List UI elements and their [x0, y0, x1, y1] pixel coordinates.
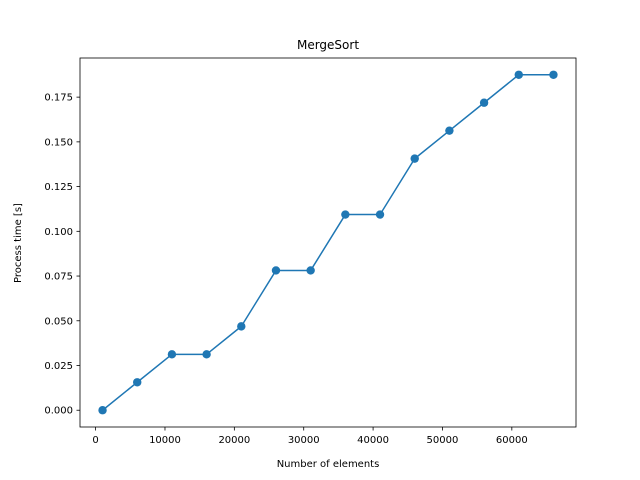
- data-point: [237, 322, 246, 331]
- y-tick-label: 0.175: [44, 93, 73, 104]
- y-tick-label: 0.050: [44, 316, 73, 327]
- data-point: [341, 210, 350, 219]
- data-point: [167, 350, 177, 359]
- y-tick-label: 0.100: [44, 227, 73, 238]
- x-tick-label: 40000: [357, 435, 389, 446]
- y-tick-label: 0.150: [44, 137, 73, 148]
- data-point: [514, 70, 523, 79]
- x-tick-label: 10000: [149, 435, 181, 446]
- data-point: [445, 126, 454, 135]
- data-point: [410, 154, 419, 163]
- x-tick-label: 20000: [218, 435, 250, 446]
- series-line: [102, 74, 554, 411]
- x-tick-label: 30000: [288, 435, 320, 446]
- plot-area: [79, 57, 577, 428]
- y-axis-label: Process time [s]: [13, 203, 24, 283]
- x-axis-label: Number of elements: [277, 459, 380, 470]
- axes-frame: [79, 57, 577, 428]
- data-point: [479, 98, 489, 107]
- x-axis-ticks: 0 10000 20000 30000 40000 50000 60000: [92, 427, 528, 446]
- y-axis-ticks: 0.000 0.025 0.050 0.075 0.100 0.125 0.150 0.175: [44, 93, 80, 417]
- y-tick-label: 0.075: [44, 272, 73, 283]
- data-point: [549, 70, 558, 79]
- data-point: [375, 210, 385, 219]
- y-tick-label: 0.125: [44, 182, 73, 193]
- data-point: [133, 378, 142, 387]
- chart-title: MergeSort: [297, 38, 359, 52]
- series-layer: [98, 70, 558, 415]
- x-tick-label: 0: [92, 435, 98, 446]
- x-tick-label: 60000: [496, 435, 528, 446]
- x-tick-label: 50000: [427, 435, 459, 446]
- data-point: [98, 406, 107, 415]
- y-tick-label: 0.025: [44, 361, 73, 372]
- data-point: [306, 266, 315, 275]
- y-tick-label: 0.000: [44, 406, 73, 417]
- data-point: [202, 350, 211, 359]
- data-point: [271, 266, 281, 275]
